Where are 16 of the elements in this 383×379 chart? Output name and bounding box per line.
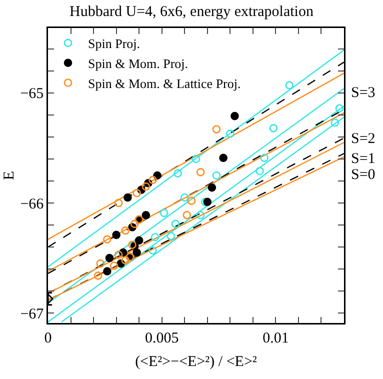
text: S=0 (351, 167, 376, 183)
legend-label: Spin Proj. (88, 36, 140, 52)
text: S=1 (351, 151, 376, 167)
text: S=3 (351, 85, 376, 101)
y-tick-label: −67 (20, 306, 44, 322)
chart-title: Hubbard U=4, 6x6, energy extrapolation (70, 4, 314, 20)
x-tick-label: 0.01 (262, 330, 289, 346)
legend-label: Spin & Mom. & Lattice Proj. (88, 76, 241, 91)
x-tick-label: 0.005 (144, 330, 179, 346)
y-axis-title: E (2, 170, 18, 180)
x-axis-title: (<E²>−<E>²) / <E>² (135, 354, 258, 370)
legend-label: Spin & Mom. Proj. (88, 56, 188, 71)
text: S=2 (351, 131, 376, 147)
x-tick-label: 0 (44, 330, 52, 346)
y-tick-label: −66 (20, 196, 44, 212)
y-tick-label: −65 (20, 86, 44, 102)
